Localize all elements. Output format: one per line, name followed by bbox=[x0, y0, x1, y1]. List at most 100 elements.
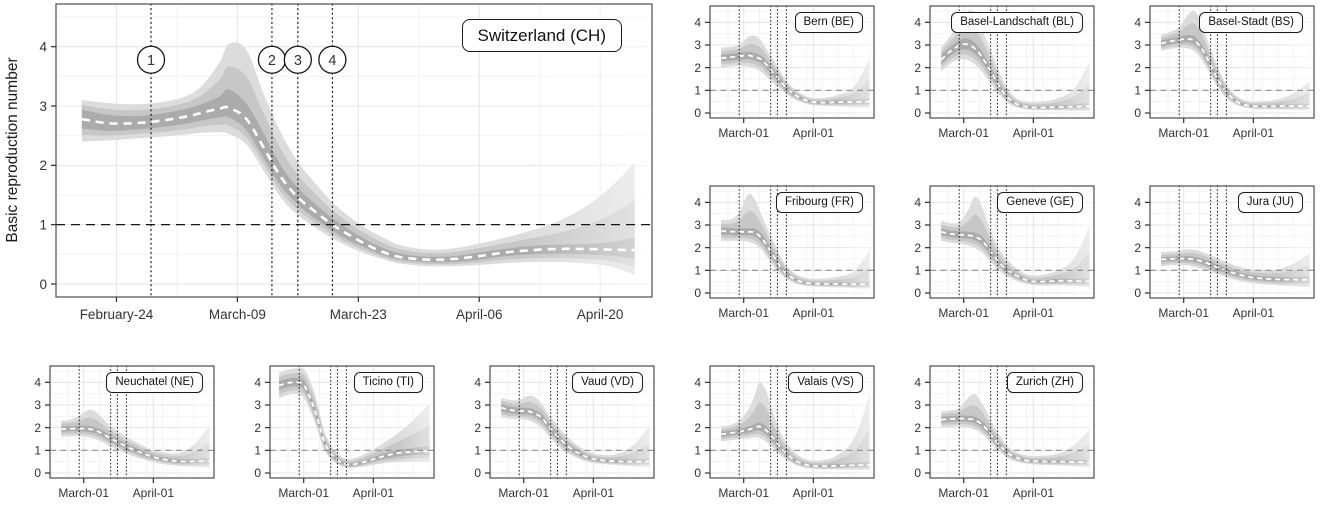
y-tick-label: 4 bbox=[694, 376, 701, 390]
panel-TI: 0 1 2 3 4 March-01 April-01 Ticino (TI) bbox=[220, 360, 442, 512]
y-tick-label: 2 bbox=[694, 241, 701, 255]
panel-title-NE: Neuchatel (NE) bbox=[106, 372, 203, 393]
annotation-circle-1 bbox=[136, 45, 166, 74]
median-line bbox=[61, 427, 210, 463]
y-tick-label: 0 bbox=[1134, 106, 1141, 120]
panel-title-TI: Ticino (TI) bbox=[353, 372, 423, 393]
credible-band-50 bbox=[941, 228, 1090, 284]
y-tick-label: 4 bbox=[1134, 196, 1141, 210]
annotation-circle-4 bbox=[318, 45, 347, 74]
x-tick-label: March-09 bbox=[209, 307, 266, 322]
panel-title-VD: Vaud (VD) bbox=[572, 372, 643, 393]
y-tick-label: 0 bbox=[39, 277, 47, 292]
panel-svg-ZH: 0 1 2 3 4 March-01 April-01 bbox=[914, 365, 1095, 500]
plot-border bbox=[929, 185, 1095, 299]
x-tick-label: March-01 bbox=[718, 126, 769, 140]
y-tick-label: 1 bbox=[39, 217, 47, 232]
x-tick-label: April-01 bbox=[793, 306, 835, 320]
annotation-number-2: 2 bbox=[268, 53, 276, 69]
panel-title-ZH: Zurich (ZH) bbox=[1006, 372, 1083, 393]
plot-border bbox=[489, 365, 655, 479]
y-tick-label: 3 bbox=[914, 38, 921, 52]
x-tick-label: March-01 bbox=[718, 306, 769, 320]
plot-border bbox=[1149, 185, 1315, 299]
x-tick-label: March-01 bbox=[278, 486, 329, 500]
x-tick-label: March-01 bbox=[1158, 126, 1209, 140]
y-tick-label: 3 bbox=[39, 99, 47, 114]
y-tick-label: 0 bbox=[694, 466, 701, 480]
y-tick-label: 0 bbox=[694, 106, 701, 120]
y-tick-label: 1 bbox=[694, 264, 701, 278]
plot-border bbox=[929, 5, 1095, 119]
plot-border bbox=[55, 3, 653, 298]
x-tick-label: March-01 bbox=[1158, 306, 1209, 320]
y-tick-label: 4 bbox=[254, 376, 261, 390]
median-line bbox=[941, 417, 1090, 464]
median-line bbox=[721, 425, 870, 468]
median-line bbox=[721, 230, 870, 286]
panel-GE: 0 1 2 3 4 March-01 April-01 Geneve (GE) bbox=[880, 180, 1102, 332]
x-tick-label: April-01 bbox=[573, 486, 615, 500]
panel-FR: 0 1 2 3 4 March-01 April-01 Fribourg (FR) bbox=[660, 180, 882, 332]
y-tick-label: 4 bbox=[914, 16, 921, 30]
y-tick-label: 1 bbox=[914, 264, 921, 278]
panel-title-JU: Jura (JU) bbox=[1237, 192, 1303, 213]
y-tick-label: 3 bbox=[474, 398, 481, 412]
annotation-number-1: 1 bbox=[147, 53, 155, 69]
panel-NE: 0 1 2 3 4 March-01 April-01 Neuchatel (NE) bbox=[0, 360, 222, 512]
y-tick-label: 0 bbox=[914, 466, 921, 480]
plot-border bbox=[1149, 5, 1315, 119]
median-line bbox=[721, 54, 870, 104]
y-tick-label: 2 bbox=[694, 61, 701, 75]
median-line bbox=[1161, 257, 1310, 281]
y-tick-label: 2 bbox=[474, 421, 481, 435]
panel-ZH: 0 1 2 3 4 March-01 April-01 Zurich (ZH) bbox=[880, 360, 1102, 512]
x-tick-label: April-01 bbox=[1233, 126, 1275, 140]
y-tick-label: 4 bbox=[1134, 16, 1141, 30]
panel-title-GE: Geneve (GE) bbox=[997, 192, 1083, 213]
x-tick-label: April-01 bbox=[793, 126, 835, 140]
y-tick-label: 4 bbox=[914, 196, 921, 210]
y-tick-label: 1 bbox=[914, 84, 921, 98]
median-line bbox=[500, 406, 650, 463]
x-tick-label: February-24 bbox=[80, 307, 154, 322]
y-tick-label: 2 bbox=[254, 421, 261, 435]
credible-band-50 bbox=[721, 51, 870, 104]
y-tick-label: 4 bbox=[914, 376, 921, 390]
panel-title-FR: Fribourg (FR) bbox=[775, 192, 863, 213]
y-tick-label: 2 bbox=[39, 158, 47, 173]
x-tick-label: April-01 bbox=[1013, 126, 1055, 140]
y-tick-label: 1 bbox=[474, 444, 481, 458]
y-tick-label: 2 bbox=[914, 61, 921, 75]
y-tick-label: 1 bbox=[694, 444, 701, 458]
x-tick-label: April-01 bbox=[1013, 306, 1055, 320]
annotation-number-3: 3 bbox=[294, 53, 302, 69]
plot-border bbox=[269, 365, 435, 479]
y-tick-label: 1 bbox=[1134, 84, 1141, 98]
y-tick-label: 3 bbox=[914, 398, 921, 412]
plot-border bbox=[709, 185, 875, 299]
plot-border bbox=[709, 365, 875, 479]
y-tick-label: 0 bbox=[694, 286, 701, 300]
y-tick-label: 3 bbox=[1134, 218, 1141, 232]
credible-band-80 bbox=[721, 211, 870, 288]
y-tick-label: 1 bbox=[1134, 264, 1141, 278]
credible-band-50 bbox=[1161, 256, 1310, 283]
y-tick-label: 2 bbox=[914, 421, 921, 435]
credible-band-95 bbox=[721, 193, 870, 289]
credible-band-80 bbox=[941, 24, 1090, 110]
panel-BE: 0 1 2 3 4 March-01 April-01 Bern (BE) bbox=[660, 0, 882, 152]
annotation-number-4: 4 bbox=[328, 53, 336, 69]
credible-band-50 bbox=[941, 38, 1090, 109]
y-tick-label: 0 bbox=[34, 466, 41, 480]
panel-svg-VD: 0 1 2 3 4 March-01 April-01 bbox=[474, 365, 655, 500]
panel-BL: 0 1 2 3 4 March-01 April-01 Basel-Landschaft (B… bbox=[880, 0, 1102, 152]
x-tick-label: March-01 bbox=[718, 486, 769, 500]
x-tick-label: April-01 bbox=[1013, 486, 1055, 500]
y-tick-label: 2 bbox=[34, 421, 41, 435]
panel-title-CH: Switzerland (CH) bbox=[461, 19, 622, 52]
y-tick-label: 3 bbox=[1134, 38, 1141, 52]
x-tick-label: March-01 bbox=[498, 486, 549, 500]
credible-band-50 bbox=[941, 415, 1090, 464]
